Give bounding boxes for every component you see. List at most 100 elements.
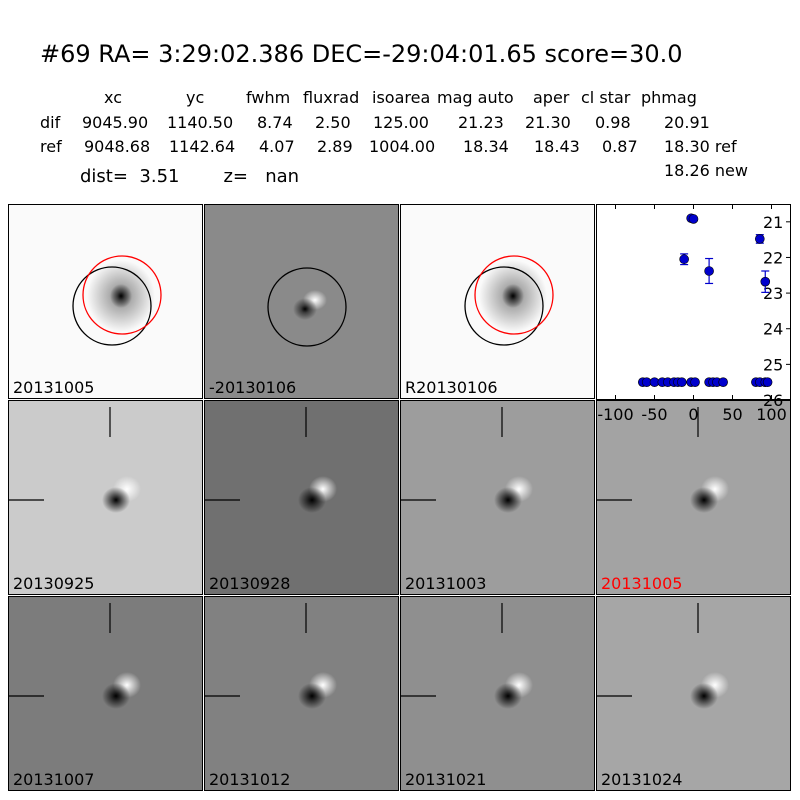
y-tick-label: 26 [763, 391, 783, 410]
black-aperture-circle [464, 266, 544, 346]
source-core [110, 284, 132, 308]
col-header-xc: xc [104, 88, 122, 107]
dark-lobe [298, 487, 326, 513]
panel-label: R20130106 [405, 378, 498, 397]
dif-xc: 9045.90 [82, 113, 149, 132]
dif-yc: 1140.50 [167, 113, 234, 132]
stamp-date-label: 20131003 [405, 574, 487, 593]
ref-aper: 18.43 [534, 137, 580, 156]
col-header-fluxrad: fluxrad [303, 88, 360, 107]
data-point [755, 234, 765, 244]
stamp-date-label: 20130928 [209, 574, 291, 593]
stamp-graphic [9, 597, 202, 790]
col-header-phmag: phmag [641, 88, 697, 107]
image-panel-graphic [267, 267, 347, 347]
stamp-graphic [205, 597, 398, 790]
dark-lobe [102, 487, 130, 513]
new-phmag: 18.26 new [664, 161, 748, 180]
upper-limit-point [690, 377, 700, 387]
image-panel-1: -20130106 [204, 204, 399, 399]
image-panel-graphic [464, 255, 554, 346]
page-title: #69 RA= 3:29:02.386 DEC=-29:04:01.65 sco… [40, 40, 683, 68]
x-tick-label: -50 [641, 405, 667, 424]
upper-limit-point [718, 377, 728, 387]
lightcurve-chart: 21 22 23 24 25 26 -100 -50 0 50 100 [596, 204, 791, 424]
y-tick-label: 25 [763, 355, 783, 374]
stamp-graphic [205, 401, 398, 594]
y-tick-label: 22 [763, 248, 783, 267]
ref-isoarea: 1004.00 [369, 137, 436, 156]
dark-lobe [102, 683, 130, 709]
ref-phmag: 18.30 ref [664, 137, 737, 156]
y-tick-label: 24 [763, 320, 783, 339]
panel-label: -20130106 [209, 378, 297, 397]
dist-label: dist= [80, 166, 128, 187]
z-label: z= [223, 166, 249, 187]
dif-fluxrad: 2.50 [315, 113, 351, 132]
row-label-ref: ref [40, 137, 62, 156]
source-core [502, 284, 524, 308]
stamp-graphic [597, 401, 790, 594]
data-point [760, 276, 771, 287]
stamp-date-label: 20130925 [13, 574, 95, 593]
y-tick-label: 21 [763, 213, 783, 232]
col-header-isoarea: isoarea [372, 88, 431, 107]
image-panel-2: R20130106 [400, 204, 595, 399]
z-value: nan [265, 166, 300, 187]
dif-phmag: 20.91 [664, 113, 710, 132]
image-panel-0: 20131005 [8, 204, 203, 399]
stamp-date-label: 20131024 [601, 770, 683, 789]
stamp-graphic [9, 401, 202, 594]
stamp-date-label: 20131007 [13, 770, 95, 789]
x-tick-label: -100 [597, 405, 633, 424]
ref-cl-star: 0.87 [602, 137, 638, 156]
stamp-graphic [401, 597, 594, 790]
y-tick-label: 23 [763, 284, 783, 303]
col-header-mag-auto: mag auto [437, 88, 514, 107]
image-panel-graphic [72, 255, 162, 346]
stamp-graphic [597, 597, 790, 790]
stamp-panel: 20130928 [204, 400, 399, 595]
data-point [704, 266, 714, 276]
red-aperture-circle [82, 255, 162, 335]
red-aperture-circle [474, 255, 554, 335]
panel-label: 20131005 [13, 378, 95, 397]
x-tick-label: 50 [722, 405, 742, 424]
dif-mag-auto: 21.23 [458, 113, 504, 132]
stamp-date-label: 20131005 [601, 574, 683, 593]
dif-isoarea: 125.00 [373, 113, 429, 132]
stamp-date-label: 20131021 [405, 770, 487, 789]
x-tick-label: 0 [688, 405, 698, 424]
stamp-panel: 20131003 [400, 400, 595, 595]
ref-fluxrad: 2.89 [317, 137, 353, 156]
black-aperture-circle [267, 267, 347, 347]
stamp-panel: 20131007 [8, 596, 203, 791]
stamp-date-label: 20131012 [209, 770, 291, 789]
col-header-cl-star: cl star [581, 88, 631, 107]
black-aperture-circle [72, 266, 152, 346]
dif-aper: 21.30 [525, 113, 571, 132]
stamp-panel: 20130925 [8, 400, 203, 595]
dark-lobe [494, 487, 522, 513]
ref-fwhm: 4.07 [259, 137, 295, 156]
dist-value: 3.51 [139, 166, 180, 187]
ref-yc: 1142.64 [169, 137, 236, 156]
x-tick-label: 100 [756, 405, 787, 424]
data-point [688, 214, 699, 224]
stamp-panel: 20131005 [596, 400, 791, 595]
data-point [679, 254, 689, 265]
stamp-graphic [401, 401, 594, 594]
stamp-panel: 20131012 [204, 596, 399, 791]
dif-fwhm: 8.74 [257, 113, 293, 132]
col-header-aper: aper [533, 88, 570, 107]
row-label-dif: dif [40, 113, 61, 132]
dark-lobe [690, 487, 718, 513]
dist-z-line: dist= 3.51 z= nan [80, 166, 299, 187]
upper-limit-point [677, 377, 687, 387]
upper-limit-point [762, 377, 773, 387]
dark-lobe [690, 683, 718, 709]
plot-frame [596, 204, 791, 400]
ref-xc: 9048.68 [84, 137, 151, 156]
dark-lobe [293, 298, 317, 320]
stamp-panel: 20131024 [596, 596, 791, 791]
